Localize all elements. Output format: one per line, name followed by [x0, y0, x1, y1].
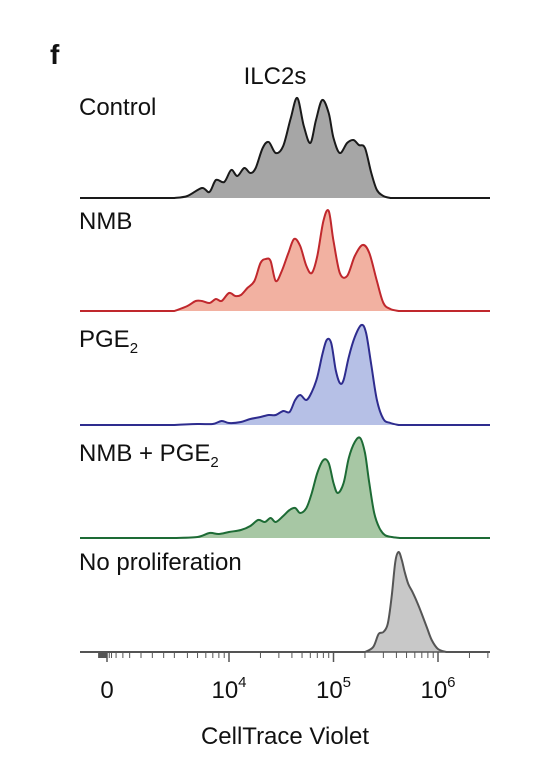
x-tick-label-exponent: 4	[238, 674, 246, 691]
x-axis-minor-ticks	[98, 652, 489, 658]
histogram-panel: NMB + PGE2	[79, 436, 490, 539]
series-label-main: NMB + PGE	[79, 440, 210, 467]
series-label: NMB	[79, 208, 132, 235]
x-axis-major-ticks: 0 104 105 106	[100, 652, 456, 704]
histogram-panel: NMB	[79, 208, 490, 312]
x-tick-label-exponent: 6	[447, 674, 455, 691]
chart-title: ILC2s	[244, 63, 307, 90]
series-label-main: No proliferation	[79, 549, 242, 576]
series-line	[80, 436, 490, 539]
series-label: NMB + PGE2	[79, 440, 219, 471]
x-tick-label-base: 10	[316, 677, 343, 704]
x-tick-label-base: 10	[420, 677, 447, 704]
x-tick-label-exponent: 5	[343, 674, 351, 691]
series-area	[174, 437, 400, 538]
series-label: PGE2	[79, 326, 138, 357]
histogram-panel: No proliferation	[79, 549, 490, 653]
series-line	[80, 323, 490, 426]
x-tick-label: 106	[420, 674, 455, 704]
series-label-main: NMB	[79, 208, 132, 235]
series-label-main: PGE	[79, 326, 130, 353]
series-line	[80, 96, 490, 199]
x-axis-label: CellTrace Violet	[201, 723, 369, 750]
histogram-panel: Control	[79, 94, 490, 199]
panel-letter: f	[50, 39, 60, 70]
x-tick-label: 105	[316, 674, 351, 704]
x-tick-label: 0	[100, 677, 113, 704]
series-line	[80, 551, 490, 653]
x-tick-label: 104	[211, 674, 246, 704]
series-area	[174, 324, 399, 425]
histogram-panel: PGE2	[79, 323, 490, 426]
series-label-subscript: 2	[130, 340, 138, 357]
x-tick-label-base: 10	[211, 677, 238, 704]
series-label-subscript: 2	[210, 454, 218, 471]
series-label: Control	[79, 94, 156, 121]
x-axis: 0 104 105 106	[80, 651, 490, 704]
series-line	[80, 209, 490, 312]
x-tick-label-base: 0	[100, 677, 113, 704]
series-label-main: Control	[79, 94, 156, 121]
series-label: No proliferation	[79, 549, 242, 576]
